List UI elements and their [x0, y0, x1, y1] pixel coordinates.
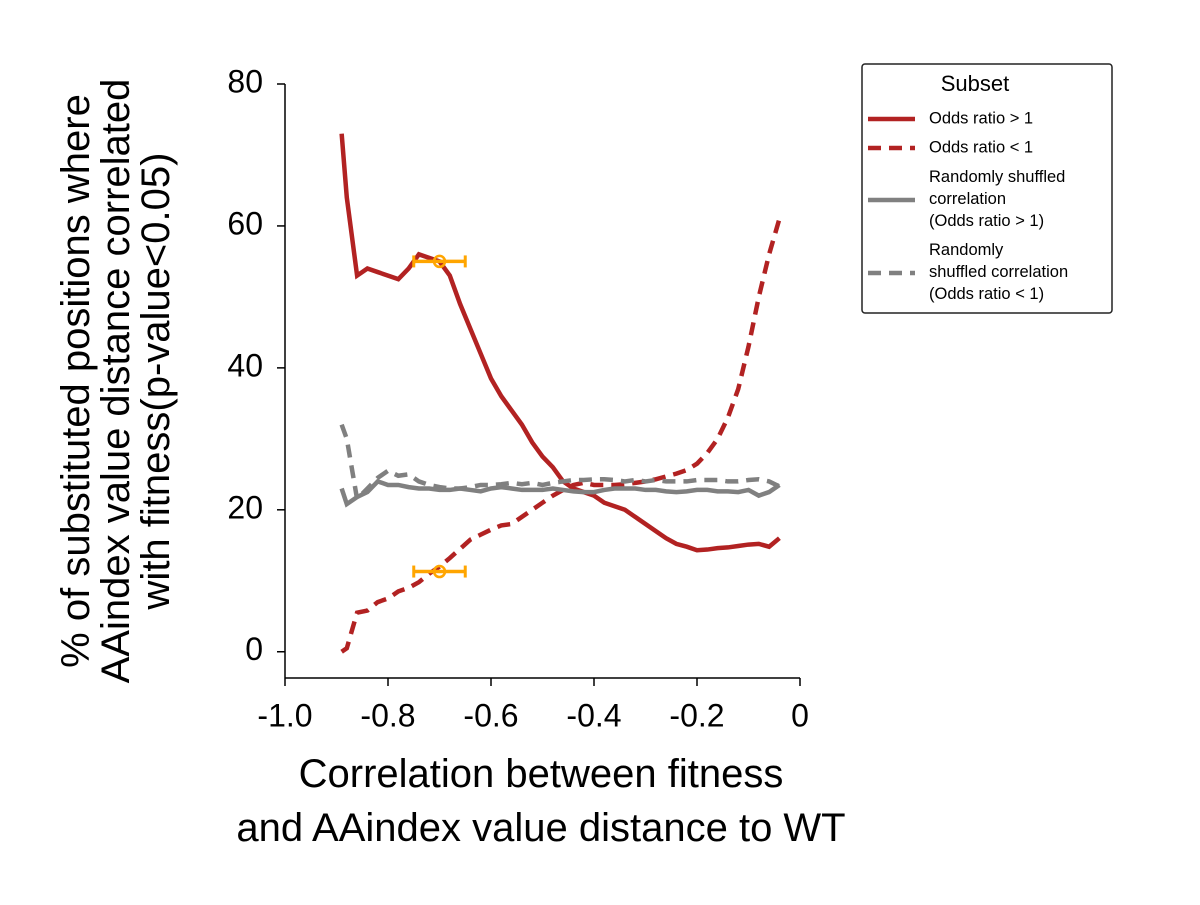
- marker: [432, 564, 447, 579]
- legend-label: Randomly shuffled correlation (Odds ratio …: [929, 241, 1068, 303]
- y-tick-label: 0: [245, 631, 263, 667]
- text-line: shuffled correlation: [929, 263, 1068, 281]
- x-tick-label: -0.8: [360, 697, 415, 733]
- text-line: AAindex value distance correlated: [94, 79, 138, 684]
- text-line: (Odds ratio < 1): [929, 285, 1044, 303]
- legend-label: Odds ratio < 1: [929, 138, 1033, 156]
- text-line: correlation: [929, 190, 1006, 208]
- x-tick-label: -1.0: [257, 697, 312, 733]
- text-line: % of substituted positions where: [54, 94, 98, 668]
- series-line: [340, 218, 782, 654]
- x-tick-label: -0.6: [463, 697, 518, 733]
- y-tick-label: 60: [227, 205, 263, 241]
- marker: [432, 254, 447, 269]
- text-line: Correlation between fitness: [299, 752, 784, 796]
- series-line: [339, 133, 781, 553]
- text-line: Randomly shuffled: [929, 168, 1065, 186]
- y-tick-label: 40: [227, 347, 263, 383]
- series-line: [339, 478, 781, 508]
- legend-box: [861, 63, 1113, 314]
- x-tick-label: -0.2: [669, 697, 724, 733]
- text-line: and AAindex value distance to WT: [236, 806, 845, 850]
- legend-label: Odds ratio > 1: [929, 109, 1033, 127]
- legend-label: Randomly shuffled correlation (Odds ratio …: [929, 168, 1065, 230]
- text-line: (Odds ratio > 1): [929, 212, 1044, 230]
- x-tick-label: -0.4: [566, 697, 621, 733]
- legend-title: Subset: [941, 71, 1010, 96]
- text-line: with fitness(p-value<0.05): [134, 153, 178, 611]
- y-axis-label: % of substituted positions whereAAindex …: [54, 79, 178, 684]
- x-axis-label: Correlation between fitness and AAindex v…: [236, 752, 845, 850]
- series-line: [339, 423, 781, 504]
- y-tick-label: 80: [227, 63, 263, 99]
- text-line: Randomly: [929, 241, 1004, 259]
- x-tick-label: 0: [791, 697, 809, 733]
- y-tick-label: 20: [227, 489, 263, 525]
